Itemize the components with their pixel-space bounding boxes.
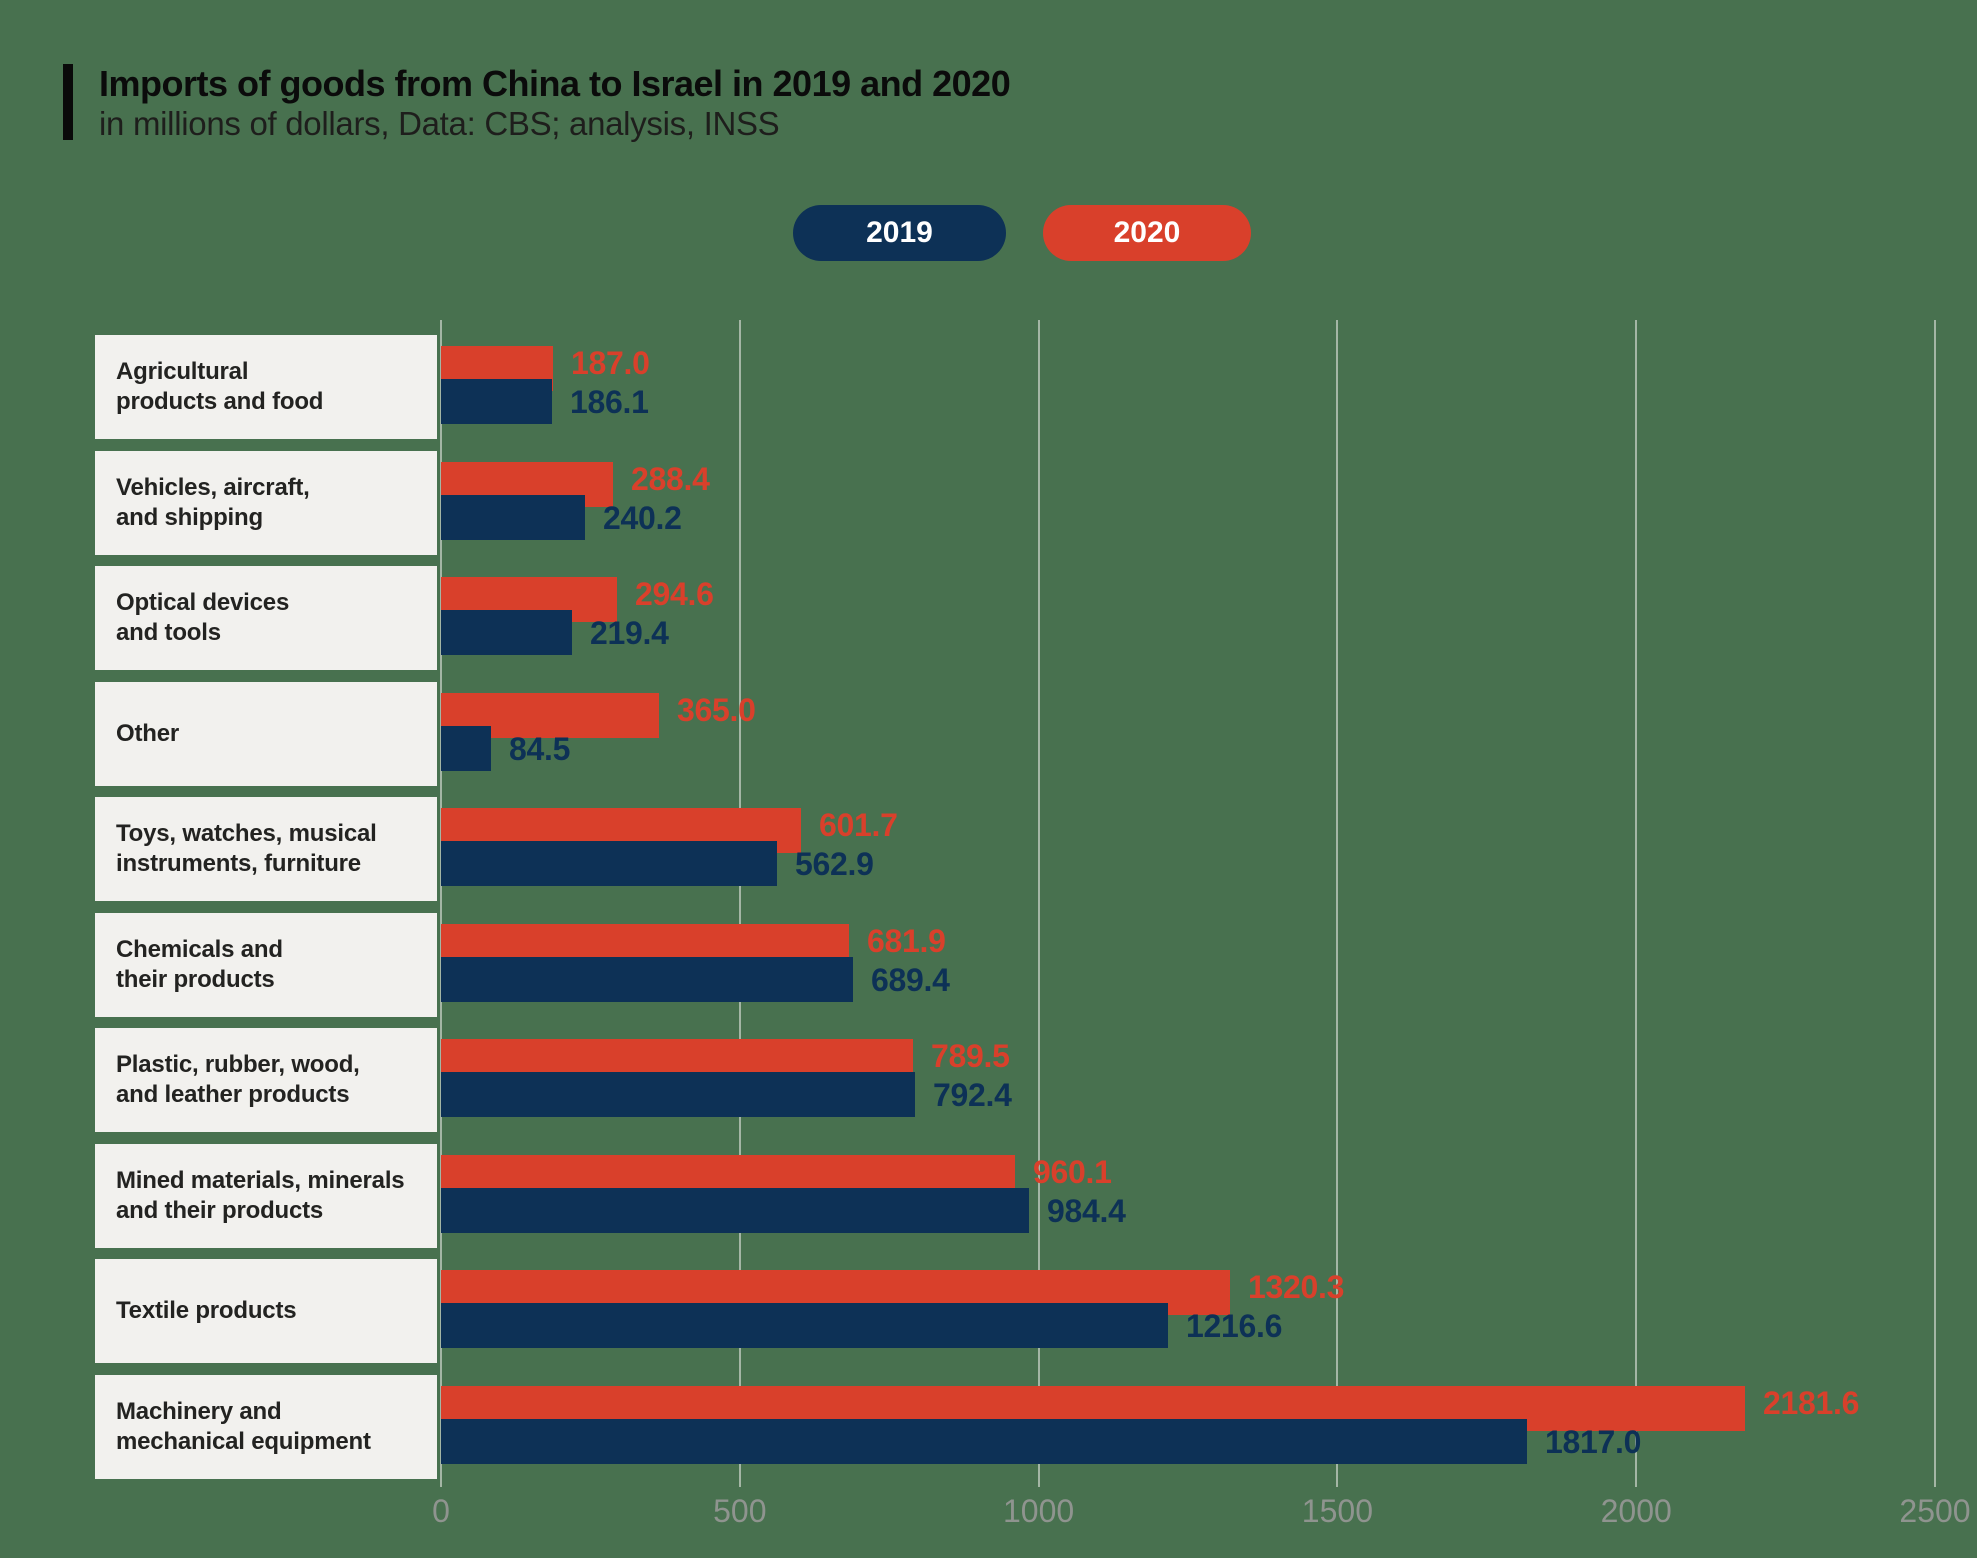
category-label: Vehicles, aircraft, and shipping — [116, 473, 310, 531]
value-label-2019: 219.4 — [590, 615, 669, 651]
chart-header: Imports of goods from China to Israel in… — [63, 63, 1011, 142]
value-label-2019: 562.9 — [795, 846, 874, 882]
chart-subtitle: in millions of dollars, Data: CBS; analy… — [99, 105, 780, 142]
value-label-2019: 186.1 — [570, 384, 649, 420]
value-label-2019: 792.4 — [933, 1077, 1012, 1113]
chart-title: Imports of goods from China to Israel in… — [99, 63, 1011, 104]
legend-item-2019: 2019 — [793, 205, 1006, 261]
value-label-2020: 294.6 — [635, 576, 714, 612]
value-label-2020: 187.0 — [571, 345, 650, 381]
category-label-box: Other — [95, 681, 437, 786]
x-axis-tick-label: 1500 — [1301, 1493, 1373, 1529]
category-label: Mined materials, minerals and their prod… — [116, 1166, 405, 1224]
x-axis-tick-label: 2500 — [1899, 1493, 1971, 1529]
legend-item-2020: 2020 — [1043, 205, 1251, 261]
legend-label-2020: 2020 — [1113, 216, 1181, 249]
bar-2019 — [441, 956, 853, 1002]
category-label: Chemicals and their products — [116, 935, 283, 993]
gridline — [1934, 320, 1936, 1487]
x-axis-tick-label: 1000 — [1003, 1493, 1075, 1529]
category-label-box: Toys, watches, musical instruments, furn… — [95, 797, 437, 901]
bar-2019 — [441, 725, 491, 771]
value-label-2019: 84.5 — [509, 730, 571, 767]
title-accent-bar — [63, 64, 73, 140]
bar-2019 — [441, 494, 585, 540]
gridline — [1336, 320, 1339, 1487]
value-label-2020: 288.4 — [631, 460, 710, 497]
gridline — [1037, 320, 1040, 1487]
bar-2019 — [441, 841, 777, 886]
value-label-2020: 2181.6 — [1763, 1384, 1860, 1421]
category-label-box: Plastic, rubber, wood, and leather produ… — [95, 1028, 437, 1132]
category-label: Agricultural products and food — [116, 358, 324, 415]
value-label-2020: 960.1 — [1033, 1153, 1112, 1190]
bar-2019 — [441, 1072, 915, 1117]
x-axis-tick-label: 2000 — [1600, 1493, 1672, 1529]
legend-label-2019: 2019 — [866, 216, 933, 249]
category-label: Textile products — [116, 1297, 297, 1324]
gridline — [738, 320, 741, 1487]
value-label-2019: 984.4 — [1047, 1192, 1126, 1229]
category-label-box: Mined materials, minerals and their prod… — [95, 1143, 437, 1248]
gridline — [440, 320, 442, 1487]
value-label-2019: 1216.6 — [1186, 1308, 1283, 1344]
value-label-2019: 1817.0 — [1545, 1423, 1642, 1460]
category-label-box: Vehicles, aircraft, and shipping — [95, 450, 437, 555]
bar-2019 — [441, 379, 552, 424]
x-axis-tick-label: 0 — [432, 1493, 450, 1529]
category-label: Toys, watches, musical instruments, furn… — [116, 820, 377, 877]
x-axis-tick-label: 500 — [713, 1493, 767, 1529]
bar-2019 — [441, 1303, 1168, 1348]
value-label-2020: 789.5 — [931, 1038, 1010, 1074]
value-label-2020: 1320.3 — [1248, 1269, 1345, 1305]
category-label: Other — [116, 719, 180, 747]
category-label-box: Machinery and mechanical equipment — [95, 1374, 437, 1479]
value-label-2020: 601.7 — [819, 807, 898, 843]
title-block: Imports of goods from China to Israel in… — [99, 63, 1011, 142]
category-label-box: Textile products — [95, 1259, 437, 1363]
category-label: Optical devices and tools — [116, 589, 290, 646]
value-label-2019: 689.4 — [871, 961, 950, 998]
bar-2019 — [441, 1418, 1527, 1464]
category-label-box: Chemicals and their products — [95, 912, 437, 1017]
value-label-2020: 681.9 — [867, 922, 946, 959]
category-label-box: Optical devices and tools — [95, 566, 437, 670]
category-label: Machinery and mechanical equipment — [116, 1397, 371, 1455]
bar-2019 — [441, 610, 572, 655]
category-label-box: Agricultural products and food — [95, 335, 437, 439]
gridline — [1635, 320, 1638, 1487]
category-label: Plastic, rubber, wood, and leather produ… — [116, 1051, 360, 1108]
bar-2019 — [441, 1187, 1029, 1233]
value-label-2020: 365.0 — [677, 691, 756, 728]
value-label-2019: 240.2 — [603, 499, 682, 536]
